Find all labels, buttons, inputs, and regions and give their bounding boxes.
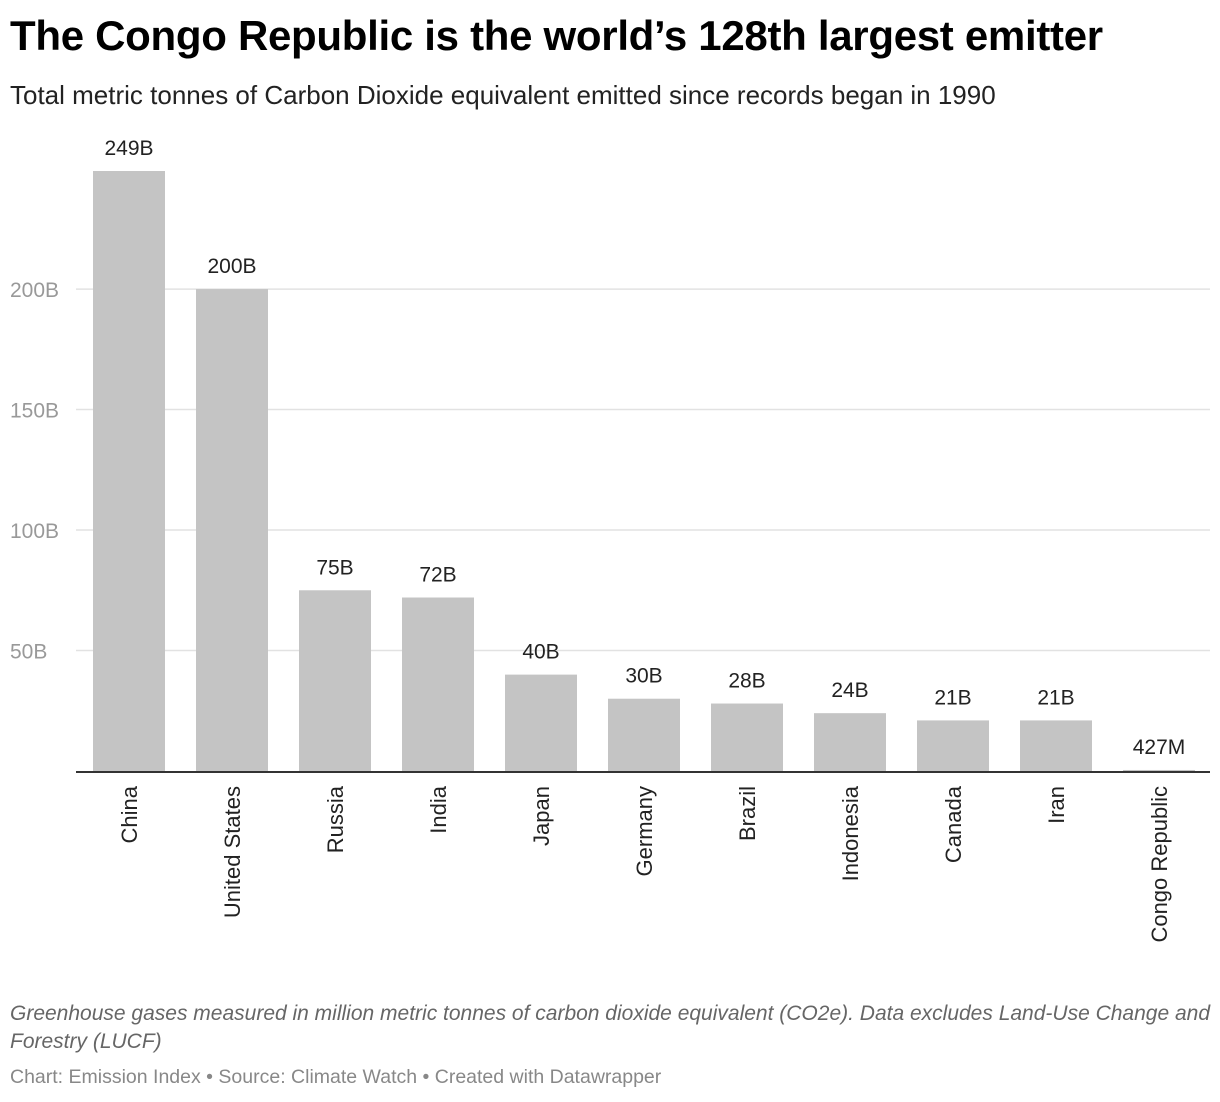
- y-tick-label: 100B: [10, 520, 59, 543]
- bar-value-label: 28B: [728, 670, 765, 693]
- bar-value-label: 30B: [625, 665, 662, 688]
- category-label: United States: [220, 786, 245, 918]
- bar-value-label: 40B: [522, 641, 559, 664]
- bar-value-label: 24B: [831, 679, 868, 702]
- bar-value-label: 72B: [419, 564, 456, 587]
- category-label: India: [426, 785, 451, 833]
- bar: [1020, 720, 1092, 771]
- bar: [196, 289, 268, 771]
- bar-value-label: 75B: [316, 556, 353, 579]
- category-label: Japan: [529, 786, 554, 846]
- category-label: Iran: [1044, 786, 1069, 824]
- category-label: Russia: [323, 785, 348, 853]
- category-label: Congo Republic: [1147, 786, 1172, 943]
- chart-footer: Chart: Emission Index • Source: Climate …: [10, 1066, 662, 1088]
- bar: [93, 171, 165, 771]
- gridlines: 50B 100B 150B 200B: [10, 279, 1210, 664]
- category-label: Canada: [941, 785, 966, 863]
- category-label: Brazil: [735, 786, 760, 841]
- bar: [711, 703, 783, 771]
- y-tick-label: 150B: [10, 400, 59, 423]
- bar: [402, 597, 474, 771]
- category-label: Germany: [632, 786, 657, 876]
- bar: [608, 698, 680, 771]
- y-tick-label: 50B: [10, 641, 47, 664]
- bar: [299, 590, 371, 771]
- y-tick-label: 200B: [10, 279, 59, 302]
- bars: [93, 171, 1195, 771]
- bar-value-label: 427M: [1133, 736, 1186, 759]
- bar-value-label: 21B: [1037, 686, 1074, 709]
- bar: [505, 674, 577, 771]
- bar: [814, 713, 886, 771]
- category-label: Indonesia: [838, 785, 863, 881]
- bar-value-label: 249B: [104, 137, 153, 160]
- bar-value-label: 21B: [934, 686, 971, 709]
- data-labels: 249B 200B 75B 72B 40B 30B 28B 24B 21B 21B 427M: [104, 137, 1185, 759]
- chart-title: The Congo Republic is the world’s 128th …: [10, 12, 1103, 59]
- bar-value-label: 200B: [207, 255, 256, 278]
- category-labels: China United States Russia India Japan German…: [117, 785, 1172, 942]
- bar: [1123, 769, 1195, 771]
- chart-notes: Greenhouse gases measured in million met…: [10, 1002, 1211, 1053]
- chart-subtitle: Total metric tonnes of Carbon Dioxide eq…: [10, 80, 996, 110]
- category-label: China: [117, 785, 142, 843]
- bar: [917, 720, 989, 771]
